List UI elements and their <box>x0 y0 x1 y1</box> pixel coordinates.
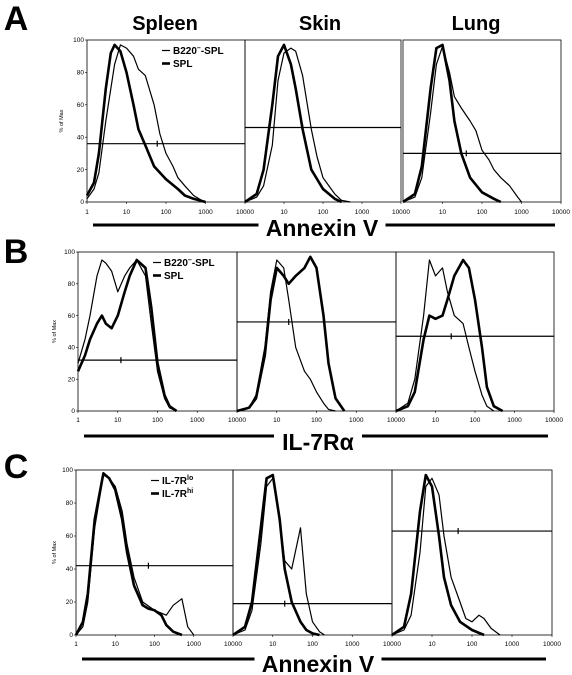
axis-title-bg-a <box>258 221 386 231</box>
x-tick-label: 100 <box>311 417 322 424</box>
x-tick-label: 1 <box>85 209 89 216</box>
x-tick-label: 1000 <box>505 641 520 648</box>
y-tick-label: 20 <box>77 167 85 174</box>
x-tick-label: 10 <box>273 417 281 424</box>
histogram-thick-b-spleen <box>76 258 178 413</box>
histogram-thick-b-lung <box>395 258 504 413</box>
x-tick-label: 100 <box>470 417 481 424</box>
histogram-thin-b-lung <box>395 259 495 412</box>
histogram-thin-a-spleen <box>86 44 206 203</box>
x-axis-title-b: IL-7Rα <box>282 429 354 455</box>
histogram-thick-a-skin <box>244 43 343 204</box>
panel-label-a: A <box>4 0 29 38</box>
y-axis-label: % of Max <box>52 541 58 564</box>
y-axis-label: % of Max <box>59 109 65 132</box>
histogram-thin-a-skin <box>244 47 351 203</box>
x-tick-label: 10000 <box>392 209 410 216</box>
legend-label: B220–-SPL <box>164 257 215 269</box>
histogram-thick-b-skin <box>236 255 346 413</box>
legend-label: IL-7Rhi <box>162 488 193 500</box>
y-tick-label: 40 <box>68 345 76 352</box>
x-tick-label: 1000 <box>514 209 529 216</box>
x-tick-label: 100 <box>149 641 160 648</box>
x-tick-label: 10000 <box>543 641 561 648</box>
x-tick-label: 10 <box>112 641 120 648</box>
histogram-thick-c-skin <box>232 473 320 637</box>
y-axis-label: % of Max <box>52 320 58 343</box>
y-tick-label: 40 <box>77 134 85 141</box>
x-tick-label: 1000 <box>198 209 213 216</box>
column-title-skin: Skin <box>299 13 341 35</box>
x-tick-label: 100 <box>318 209 329 216</box>
y-tick-label: 100 <box>62 467 73 474</box>
y-tick-label: 100 <box>64 249 75 256</box>
x-tick-label: 10 <box>280 209 288 216</box>
x-tick-label: 1000 <box>190 417 205 424</box>
y-tick-label: 80 <box>68 281 76 288</box>
y-tick-label: 100 <box>73 37 84 44</box>
x-tick-label: 10000 <box>236 209 254 216</box>
x-tick-label: 1000 <box>349 417 364 424</box>
histogram-thin-b-spleen <box>77 259 177 412</box>
x-tick-label: 1000 <box>345 641 360 648</box>
y-tick-label: 0 <box>69 632 73 639</box>
legend-label: SPL <box>173 59 192 70</box>
legend-label: SPL <box>164 271 183 282</box>
y-tick-label: 20 <box>66 599 74 606</box>
x-tick-label: 10000 <box>545 417 563 424</box>
x-tick-label: 1000 <box>187 641 202 648</box>
histogram-thin-a-lung <box>402 45 522 203</box>
x-tick-label: 10 <box>123 209 131 216</box>
x-tick-label: 10 <box>269 641 277 648</box>
histogram-thin-b-skin <box>236 259 336 412</box>
y-tick-label: 60 <box>68 313 76 320</box>
x-tick-label: 1000 <box>507 417 522 424</box>
x-tick-label: 100 <box>467 641 478 648</box>
y-tick-label: 40 <box>66 566 74 573</box>
x-tick-label: 10000 <box>224 641 242 648</box>
y-tick-label: 0 <box>71 408 75 415</box>
histogram-thin-c-lung <box>391 477 501 636</box>
panel-label-c: C <box>4 448 29 486</box>
x-tick-label: 100 <box>152 417 163 424</box>
histogram-thick-c-lung <box>391 473 485 637</box>
x-tick-label: 1 <box>76 417 80 424</box>
column-title-lung: Lung <box>452 13 501 35</box>
legend-label: IL-7Rlo <box>162 475 193 487</box>
x-tick-label: 100 <box>477 209 488 216</box>
x-tick-label: 100 <box>161 209 172 216</box>
x-tick-label: 10 <box>439 209 447 216</box>
legend-label: B220–-SPL <box>173 45 224 57</box>
x-tick-label: 10 <box>114 417 122 424</box>
y-tick-label: 20 <box>68 376 76 383</box>
x-tick-label: 1 <box>74 641 78 648</box>
axis-title-bg-c <box>254 655 382 665</box>
x-tick-label: 100 <box>307 641 318 648</box>
histogram-thick-a-spleen <box>85 43 206 204</box>
y-tick-label: 60 <box>66 533 74 540</box>
x-tick-label: 10000 <box>387 417 405 424</box>
y-tick-label: 60 <box>77 102 85 109</box>
x-tick-label: 10 <box>428 641 436 648</box>
plot-frame-b-lung <box>395 251 555 412</box>
histogram-thick-a-lung <box>402 43 502 204</box>
y-tick-label: 0 <box>80 199 84 206</box>
panel-label-b: B <box>4 233 29 271</box>
x-tick-label: 10 <box>432 417 440 424</box>
x-tick-label: 10000 <box>383 641 401 648</box>
x-axis-title-c: Annexin V <box>262 651 375 675</box>
histogram-thin-c-skin <box>232 477 325 636</box>
y-tick-label: 80 <box>66 500 74 507</box>
x-tick-label: 10000 <box>552 209 570 216</box>
x-tick-label: 10000 <box>228 417 246 424</box>
x-axis-title-a: Annexin V <box>266 215 379 241</box>
histogram-thick-c-spleen <box>74 472 183 637</box>
axis-title-bg-b <box>274 432 362 442</box>
x-tick-label: 1000 <box>355 209 370 216</box>
column-title-spleen: Spleen <box>132 13 198 35</box>
y-tick-label: 80 <box>77 70 85 77</box>
